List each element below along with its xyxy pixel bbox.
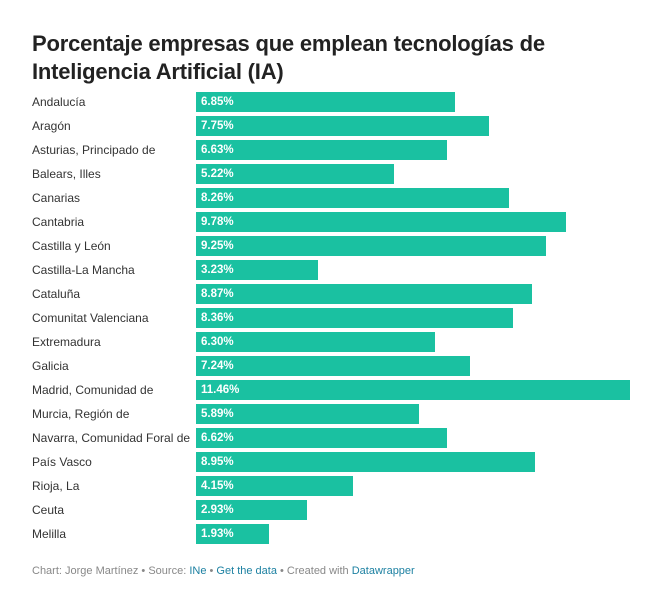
chart-title: Porcentaje empresas que emplean tecnolog… — [32, 31, 545, 84]
bar-row: Canarias 8.26% — [0, 188, 658, 208]
bar-row: Rioja, La 4.15% — [0, 476, 658, 496]
bar-chart: Andalucía 6.85% Aragón 7.75% Asturias, Princ… — [0, 92, 658, 552]
value-label: 9.78% — [201, 216, 234, 228]
bar — [196, 524, 270, 544]
category-label: Balears, Illes — [32, 167, 101, 181]
value-label: 3.23% — [201, 264, 234, 276]
category-label: Murcia, Región de — [32, 407, 130, 421]
value-label: 8.87% — [201, 288, 234, 300]
footer-created-with: • Created with — [276, 565, 352, 577]
bar — [196, 236, 547, 256]
bar-row: Melilla 1.93% — [0, 524, 658, 544]
category-label: Madrid, Comunidad de — [32, 383, 154, 397]
category-label: Aragón — [32, 119, 71, 133]
bar — [196, 500, 307, 520]
category-label: Rioja, La — [32, 479, 80, 493]
bar-row: Navarra, Comunidad Foral de 6.62% — [0, 428, 658, 448]
bar-row: Aragón 7.75% — [0, 116, 658, 136]
bar-row: Cantabria 9.78% — [0, 212, 658, 232]
bar — [196, 140, 448, 160]
source-link[interactable]: INe — [189, 565, 207, 577]
category-label: Asturias, Principado de — [32, 143, 156, 157]
bar-row: Asturias, Principado de 6.63% — [0, 140, 658, 160]
category-label: Extremadura — [32, 335, 101, 349]
value-label: 7.75% — [201, 120, 234, 132]
bar-row: Comunitat Valenciana 8.36% — [0, 308, 658, 328]
bar — [196, 356, 471, 376]
category-label: Cataluña — [32, 287, 81, 301]
bar-row: Cataluña 8.87% — [0, 284, 658, 304]
bar-row: Ceuta 2.93% — [0, 500, 658, 520]
category-label: Canarias — [32, 191, 81, 205]
datawrapper-link[interactable]: Datawrapper — [351, 565, 415, 577]
bar-row: Galicia 7.24% — [0, 356, 658, 376]
category-label: Comunitat Valenciana — [32, 311, 149, 325]
bar-row: País Vasco 8.95% — [0, 452, 658, 472]
bar-row: Murcia, Región de 5.89% — [0, 404, 658, 424]
value-label: 2.93% — [201, 504, 234, 516]
bar — [196, 308, 513, 328]
value-label: 7.24% — [201, 360, 234, 372]
value-label: 6.62% — [201, 432, 234, 444]
category-label: Galicia — [32, 359, 69, 373]
category-label: Castilla y León — [32, 239, 111, 253]
bar — [196, 260, 319, 280]
value-label: 5.89% — [201, 408, 234, 420]
category-label: Andalucía — [32, 95, 86, 109]
footer-credit: Chart: Jorge Martínez • Source: — [32, 565, 190, 577]
value-label: 8.36% — [201, 312, 234, 324]
bar — [196, 428, 447, 448]
bar-row: Andalucía 6.85% — [0, 92, 658, 112]
bar — [196, 212, 567, 232]
category-label: País Vasco — [32, 455, 92, 469]
value-label: 5.22% — [201, 168, 234, 180]
bar — [196, 452, 535, 472]
bar-row: Extremadura 6.30% — [0, 332, 658, 352]
footer-separator: • — [206, 565, 217, 577]
bar — [196, 380, 630, 400]
bar-row: Castilla y León 9.25% — [0, 236, 658, 256]
value-label: 1.93% — [201, 528, 234, 540]
category-label: Cantabria — [32, 215, 85, 229]
category-label: Navarra, Comunidad Foral de — [32, 431, 191, 445]
chart-footer: Chart: Jorge Martínez • Source: INe • Ge… — [32, 565, 415, 577]
value-label: 8.26% — [201, 192, 234, 204]
value-label: 6.85% — [201, 96, 234, 108]
category-label: Castilla-La Mancha — [32, 263, 135, 277]
bar — [196, 476, 354, 496]
bar — [196, 404, 420, 424]
bar-row: Madrid, Comunidad de 11.46% — [0, 380, 658, 400]
bar-row: Castilla-La Mancha 3.23% — [0, 260, 658, 280]
get-the-data-link[interactable]: Get the data — [216, 565, 277, 577]
value-label: 9.25% — [201, 240, 234, 252]
bar — [196, 116, 490, 136]
value-label: 8.95% — [201, 456, 234, 468]
bar — [196, 332, 435, 352]
category-label: Ceuta — [32, 503, 65, 517]
bar-row: Balears, Illes 5.22% — [0, 164, 658, 184]
bar — [196, 92, 456, 112]
bar — [196, 164, 394, 184]
bar — [196, 188, 509, 208]
bar — [196, 284, 532, 304]
value-label: 4.15% — [201, 480, 234, 492]
value-label: 11.46% — [201, 384, 240, 396]
category-label: Melilla — [32, 527, 67, 541]
value-label: 6.63% — [201, 144, 234, 156]
value-label: 6.30% — [201, 336, 234, 348]
